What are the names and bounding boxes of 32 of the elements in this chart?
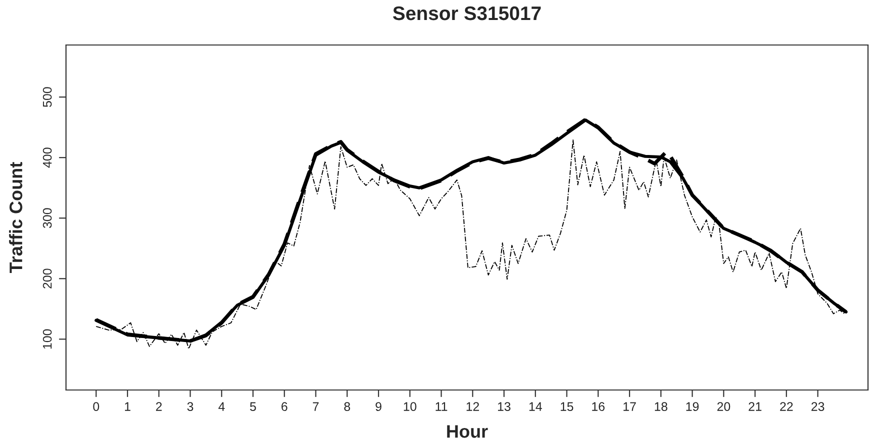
y-tick-label: 500 (42, 87, 52, 107)
x-tick-label: 23 (811, 402, 824, 411)
x-tick-label: 10 (404, 402, 416, 411)
chart-title: Sensor S315017 (392, 6, 541, 20)
x-tick-label: 3 (187, 402, 194, 411)
x-tick-label: 9 (376, 402, 382, 411)
y-axis-title: Traffic Count (9, 162, 22, 273)
x-tick-label: 14 (529, 402, 542, 411)
x-tick-label: 18 (654, 402, 668, 411)
x-tick-label: 1 (124, 402, 130, 411)
x-tick-label: 8 (344, 402, 350, 411)
x-tick-label: 6 (282, 402, 288, 411)
x-tick-label: 0 (93, 402, 100, 411)
x-tick-label: 15 (560, 402, 574, 411)
x-tick-label: 13 (498, 402, 510, 411)
x-tick-label: 16 (592, 402, 605, 411)
x-tick-label: 2 (156, 402, 162, 411)
x-tick-label: 20 (717, 402, 730, 411)
x-tick-label: 12 (466, 402, 479, 411)
y-tick-label: 400 (42, 148, 52, 168)
x-tick-label: 19 (686, 402, 699, 411)
y-tick-label: 200 (42, 268, 52, 288)
x-tick-label: 21 (748, 402, 762, 411)
x-tick-label: 4 (218, 402, 225, 411)
x-tick-label: 22 (780, 402, 793, 411)
x-tick-label: 5 (250, 402, 256, 411)
y-tick-label: 300 (42, 208, 52, 228)
x-tick-label: 11 (436, 402, 448, 411)
x-tick-label: 17 (624, 402, 636, 411)
y-tick-label: 100 (42, 329, 52, 349)
x-tick-label: 7 (312, 402, 319, 411)
x-axis-title: Hour (447, 425, 488, 438)
